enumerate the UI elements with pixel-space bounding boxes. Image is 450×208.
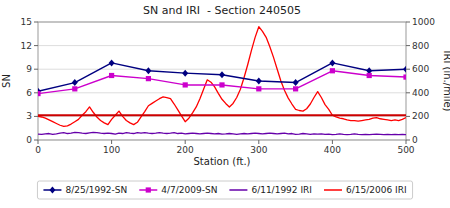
legend-item: 6/15/2006 IRI — [324, 185, 407, 195]
legend: 8/25/1992-SN 4/7/2009-SN 6/11/1992 IRI 6/15… — [37, 181, 412, 199]
legend-label: 8/25/1992-SN — [65, 185, 127, 195]
marker — [182, 70, 188, 77]
y2-tick-label: 0 — [412, 135, 418, 145]
y-tick-label: 12 — [21, 41, 32, 51]
plot-frame — [38, 22, 406, 140]
y2-tick-label: 600 — [412, 64, 429, 74]
y-tick-label: 15 — [21, 17, 32, 27]
x-tick-label: 500 — [397, 145, 414, 155]
x-tick — [38, 140, 39, 144]
series — [38, 132, 406, 134]
y-tick-label: 3 — [26, 111, 32, 121]
legend-box — [37, 181, 412, 199]
legend-item: 8/25/1992-SN — [43, 185, 127, 195]
marker — [109, 73, 114, 78]
marker — [293, 86, 298, 91]
legend-handle — [324, 189, 342, 191]
y2-tick — [406, 140, 410, 141]
legend-item: 4/7/2009-SN — [139, 185, 217, 195]
y2-tick — [406, 22, 410, 23]
marker — [72, 79, 78, 86]
x-tick-label: 200 — [177, 145, 194, 155]
chart: SN and IRI - Section 240505 0 3 6 9 12 15 0 200 4… — [0, 0, 450, 208]
x-tick-label: 0 — [35, 145, 41, 155]
marker — [109, 59, 115, 66]
y2-tick-label: 400 — [412, 88, 429, 98]
marker — [256, 86, 261, 91]
y2-tick — [406, 116, 410, 117]
series — [38, 59, 406, 94]
marker — [183, 82, 188, 87]
y-tick-label: 0 — [26, 135, 32, 145]
series-line — [38, 71, 406, 94]
y2-tick — [406, 69, 410, 70]
legend-label: 6/11/1992 IRI — [251, 185, 312, 195]
marker — [330, 68, 335, 73]
x-tick — [332, 140, 333, 144]
y2-tick — [406, 45, 410, 46]
marker — [38, 91, 41, 96]
series-line — [38, 63, 406, 91]
marker — [293, 79, 299, 86]
marker — [72, 86, 77, 91]
marker — [146, 76, 151, 81]
grid-line — [38, 45, 406, 46]
y-tick — [34, 45, 38, 46]
title: SN and IRI - Section 240505 — [143, 4, 301, 17]
series-line — [38, 27, 406, 127]
series — [38, 68, 406, 96]
legend-marker — [146, 187, 151, 192]
series — [38, 27, 406, 127]
reference-line — [38, 114, 406, 116]
y-tick-label: 9 — [26, 64, 32, 74]
y-tick — [34, 140, 38, 141]
x-axis-label: Station (ft.) — [194, 156, 251, 167]
grid-line — [38, 116, 406, 117]
marker — [256, 78, 262, 85]
y2-axis-label: IRI (in./mile) — [442, 51, 450, 112]
marker — [219, 71, 225, 78]
legend-item: 6/11/1992 IRI — [229, 185, 312, 195]
plot-area — [38, 27, 406, 135]
grid — [38, 22, 406, 140]
x-tick-label: 300 — [250, 145, 267, 155]
y2-tick-label: 1000 — [412, 17, 435, 27]
y2-tick — [406, 92, 410, 93]
y-tick-label: 6 — [26, 88, 32, 98]
y2-tick-label: 800 — [412, 41, 429, 51]
x-tick — [258, 140, 259, 144]
marker — [367, 73, 372, 78]
y2-tick-label: 200 — [412, 111, 429, 121]
legend-handle — [229, 189, 247, 191]
legend-marker — [49, 187, 55, 194]
legend-label: 6/15/2006 IRI — [346, 185, 407, 195]
grid-line — [38, 69, 406, 70]
marker — [403, 66, 406, 73]
y-tick — [34, 92, 38, 93]
x-tick — [111, 140, 112, 144]
x-tick — [406, 140, 407, 144]
marker — [329, 59, 335, 66]
y-tick — [34, 116, 38, 117]
series-line — [38, 132, 406, 134]
marker — [219, 82, 224, 87]
x-tick — [185, 140, 186, 144]
y-axis-label: SN — [1, 74, 12, 88]
marker — [403, 74, 406, 79]
y-tick — [34, 69, 38, 70]
marker — [145, 67, 151, 74]
x-tick-label: 400 — [324, 145, 341, 155]
legend-label: 4/7/2009-SN — [161, 185, 217, 195]
x-tick-label: 100 — [103, 145, 120, 155]
axes: 0 3 6 9 12 15 0 200 400 600 800 1000 0 100 200 300 400 50… — [21, 17, 436, 155]
y-tick — [34, 22, 38, 23]
grid-line — [38, 92, 406, 93]
